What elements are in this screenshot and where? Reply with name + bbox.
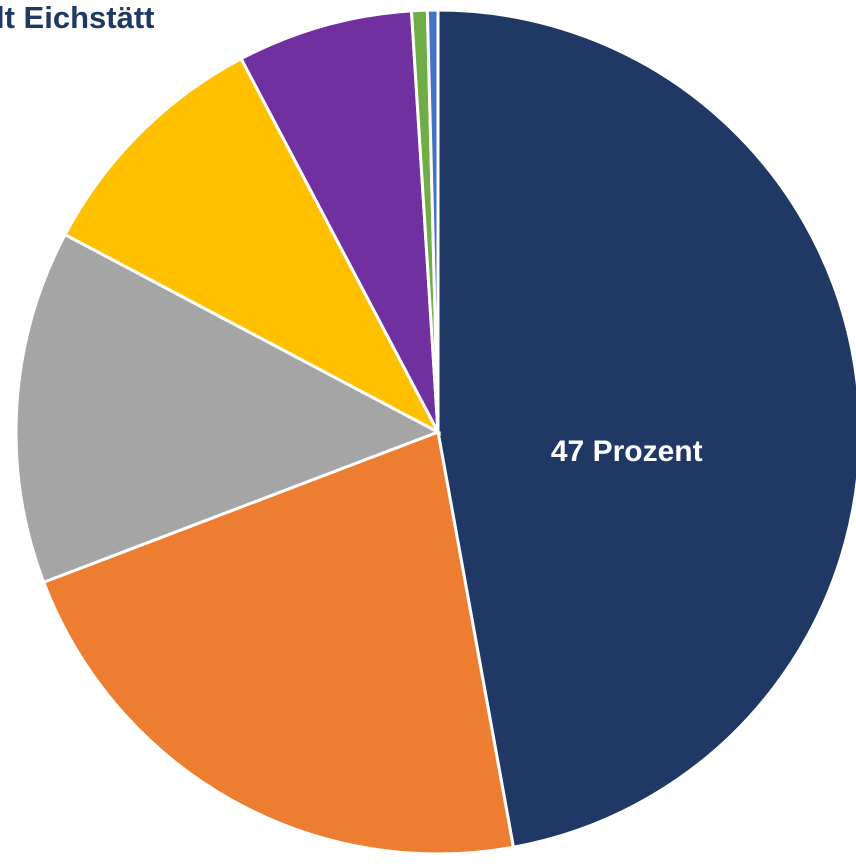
- pie-slice: [239, 9, 440, 433]
- chart-title: lt Eichstätt: [0, 0, 154, 35]
- pie-slice: [14, 232, 442, 585]
- data-label: 47 Prozent: [551, 435, 703, 468]
- pie-slice: [425, 8, 440, 433]
- pie-slice: [63, 56, 442, 436]
- pie-slice: [41, 429, 516, 856]
- pie-slice: [436, 8, 856, 849]
